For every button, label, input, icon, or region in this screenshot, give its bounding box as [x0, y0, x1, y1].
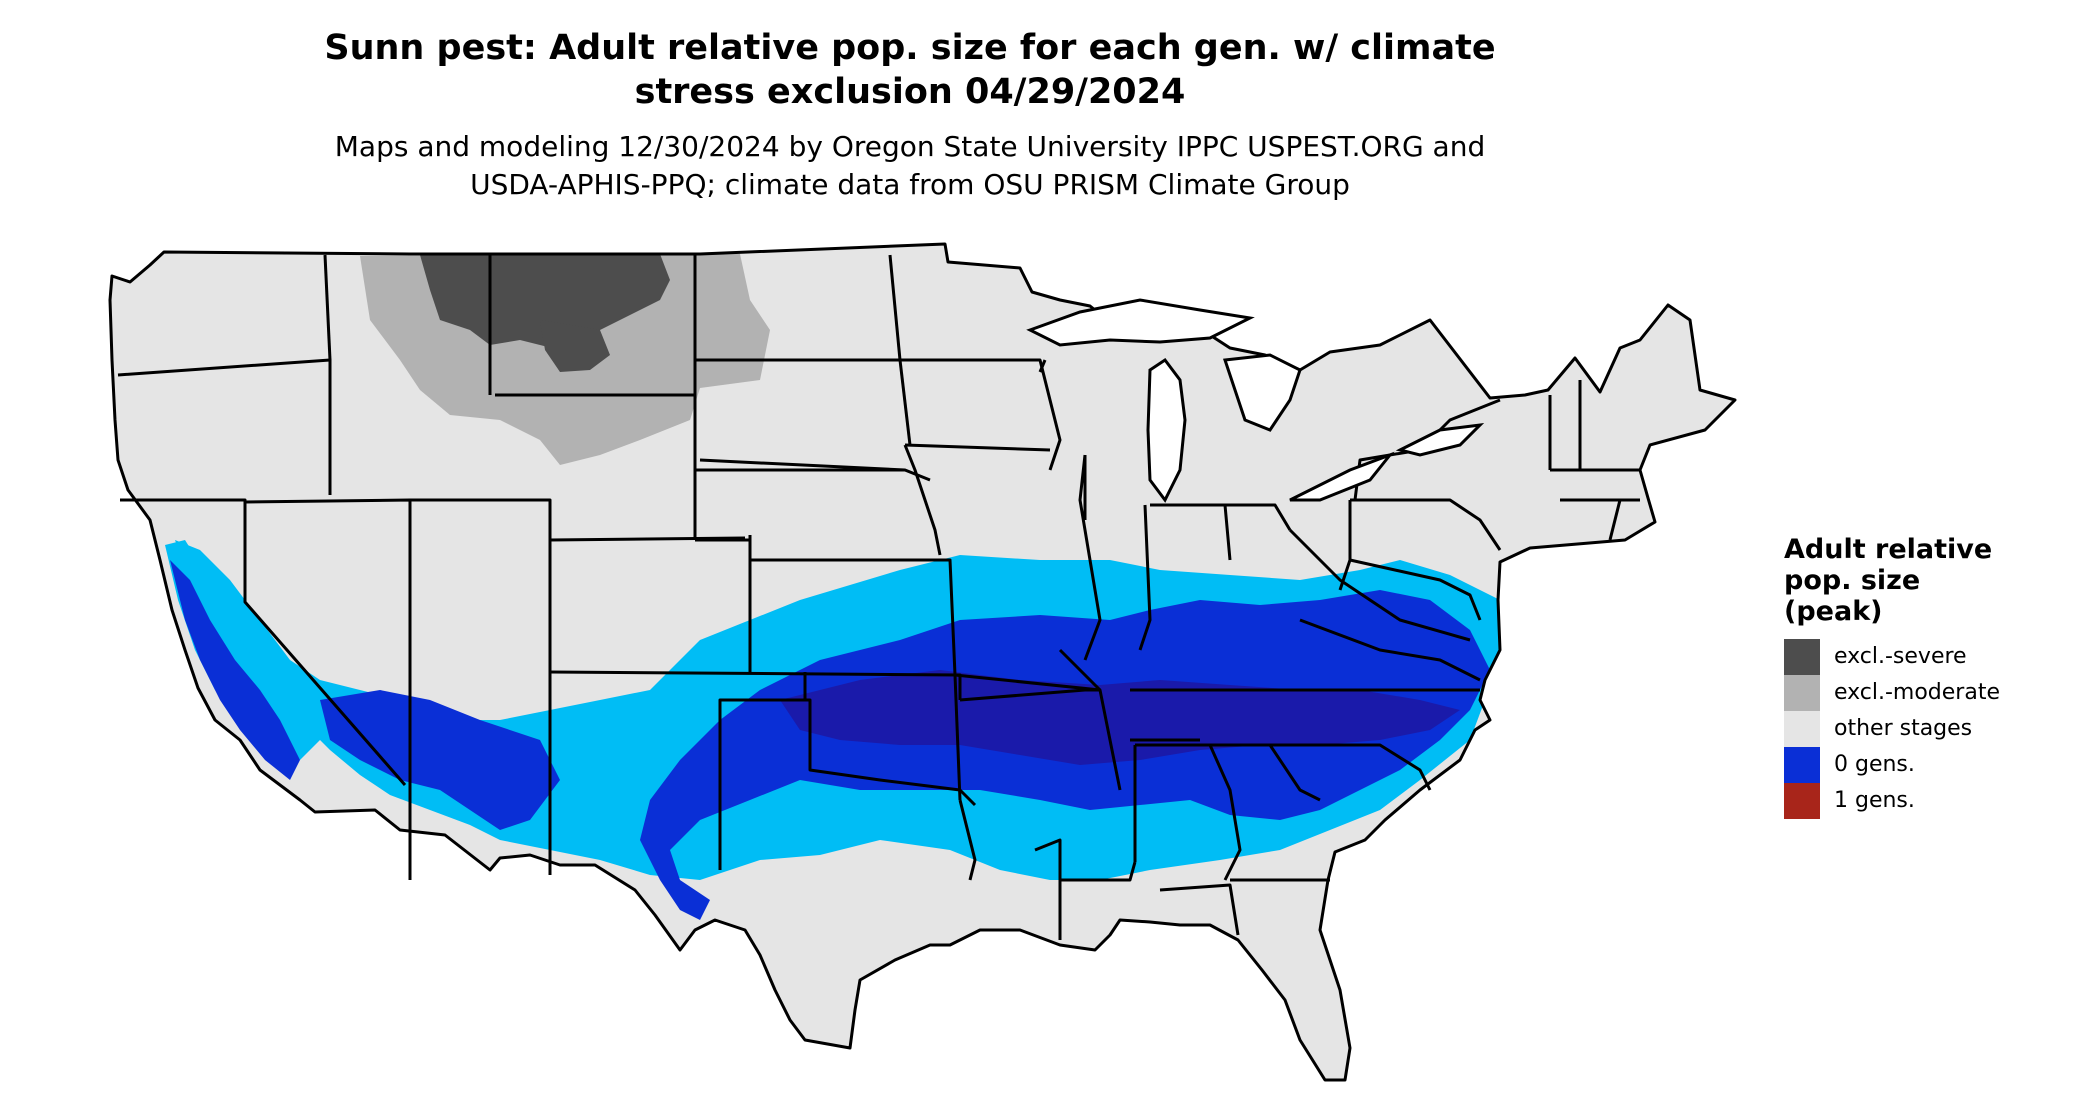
map-subtitle-line-1: Maps and modeling 12/30/2024 by Oregon S… [334, 130, 1486, 163]
legend-title-line-3: (peak) [1784, 596, 1883, 627]
legend-title-line-1: Adult relative [1784, 534, 1993, 565]
legend-swatch [1784, 747, 1820, 783]
lake-huron [1222, 353, 1302, 432]
mid-blue-ca [170, 560, 300, 780]
legend-item-1-gens: 1 gens. [1784, 783, 2084, 819]
map-title-line-2: stress exclusion 04/29/2024 [634, 72, 1186, 112]
us-outline [108, 242, 1737, 1082]
lake-erie [1289, 451, 1395, 502]
legend-item-excl-severe: excl.-severe [1784, 639, 2084, 675]
legend-label: 0 gens. [1834, 752, 1915, 777]
legend-label: other stages [1834, 716, 1973, 741]
legend-swatch [1784, 675, 1820, 711]
legend-title: Adult relative pop. size (peak) [1784, 534, 2084, 627]
lake-michigan [1146, 357, 1187, 503]
legend-item-0-gens: 0 gens. [1784, 747, 2084, 783]
model-overlays [165, 254, 1500, 920]
legend: Adult relative pop. size (peak) excl.-se… [1784, 534, 2084, 819]
great-lakes [1026, 298, 1485, 503]
legend-swatch [1784, 711, 1820, 747]
dark-blue-zone [780, 670, 1460, 765]
legend-title-line-2: pop. size [1784, 565, 1921, 596]
mid-blue-az [320, 690, 560, 830]
lake-ontario [1395, 422, 1485, 457]
excl-severe-zone-2 [540, 320, 610, 372]
lake-superior [1026, 298, 1255, 347]
map-subtitle-line-2: USDA-APHIS-PPQ; climate data from OSU PR… [470, 168, 1350, 201]
map-subtitle: Maps and modeling 12/30/2024 by Oregon S… [240, 128, 1580, 204]
legend-label: 1 gens. [1834, 788, 1915, 813]
legend-item-other-stages: other stages [1784, 711, 2084, 747]
legend-label: excl.-severe [1834, 644, 1967, 669]
legend-swatch [1784, 639, 1820, 675]
legend-label: excl.-moderate [1834, 680, 2000, 705]
state-borders [108, 242, 1737, 1082]
excl-severe-zone [420, 254, 670, 350]
map-title-line-1: Sunn pest: Adult relative pop. size for … [324, 28, 1496, 68]
legend-swatch [1784, 783, 1820, 819]
legend-item-excl-moderate: excl.-moderate [1784, 675, 2084, 711]
map-title: Sunn pest: Adult relative pop. size for … [240, 26, 1580, 114]
low-blue-ca [165, 540, 330, 760]
